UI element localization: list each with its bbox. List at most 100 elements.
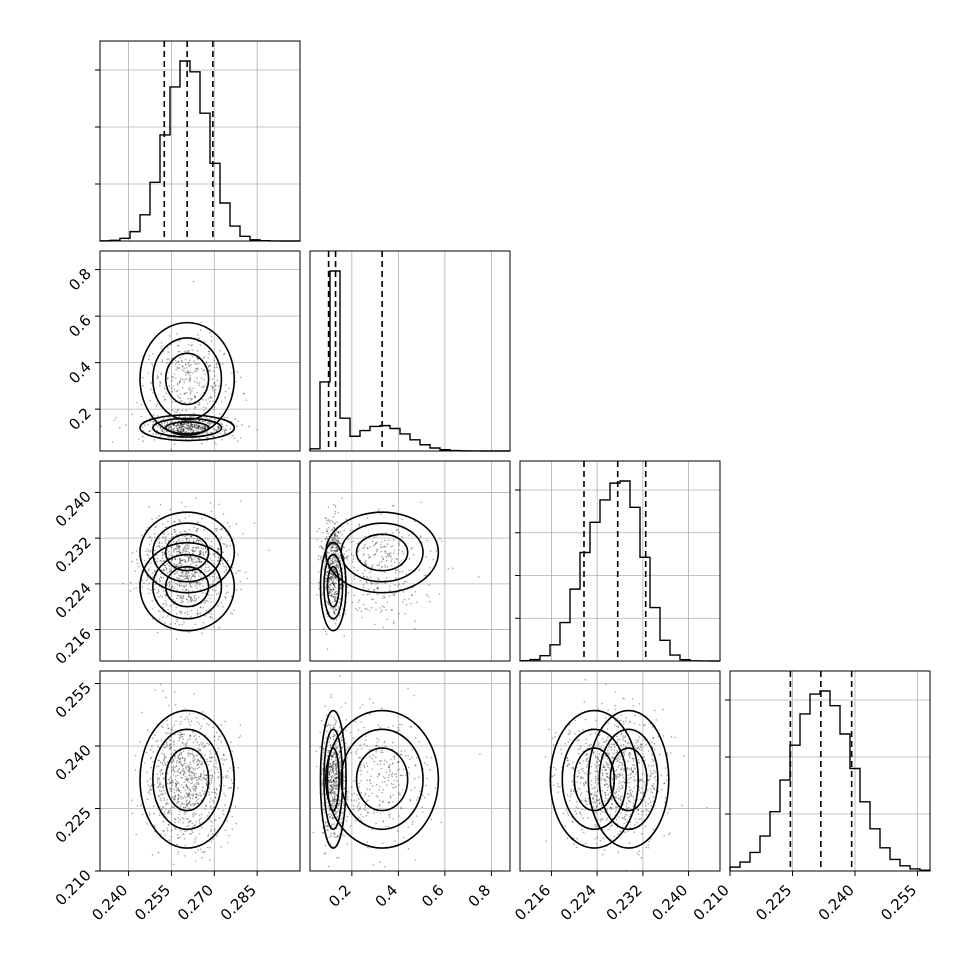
sample-point [440, 821, 443, 824]
sample-point [242, 533, 244, 535]
sample-point [157, 745, 159, 748]
sample-point [332, 581, 334, 583]
sample-point [207, 422, 210, 424]
sample-point [184, 422, 187, 425]
sample-point [173, 373, 176, 375]
sample-point [192, 540, 194, 543]
sample-point [198, 384, 200, 387]
sample-point [198, 401, 201, 404]
sample-point [195, 821, 198, 823]
sample-point [160, 769, 162, 771]
sample-point [184, 775, 187, 778]
sample-point [334, 533, 337, 535]
sample-point [200, 567, 203, 569]
sample-point [217, 426, 220, 428]
sample-point [392, 818, 395, 820]
sample-point [173, 749, 176, 752]
sample-point [203, 424, 206, 427]
sample-point [173, 423, 176, 426]
sample-point [174, 531, 177, 533]
sample-point [234, 805, 237, 808]
sample-point [170, 426, 172, 428]
sample-point [182, 425, 184, 427]
sample-point [181, 572, 184, 575]
sample-point [223, 353, 225, 356]
sample-point [179, 552, 181, 554]
sample-point [321, 593, 324, 596]
x-tick-label: 0.240 [88, 881, 131, 924]
sample-point [162, 557, 164, 559]
sample-point [200, 552, 202, 555]
sample-point [170, 779, 173, 782]
sample-point [158, 596, 160, 598]
sample-point [338, 834, 341, 836]
sample-point [194, 571, 197, 574]
sample-point [239, 569, 241, 572]
sample-point [156, 403, 159, 406]
sample-point [545, 840, 547, 842]
sample-point [404, 755, 407, 757]
sample-point [337, 753, 340, 756]
sample-point [149, 430, 152, 432]
sample-point [156, 779, 159, 782]
sample-point [392, 794, 395, 796]
sample-point [207, 594, 210, 596]
sample-point [162, 830, 165, 832]
sample-point [213, 406, 216, 409]
sample-point [162, 611, 165, 613]
sample-point [180, 430, 182, 432]
sample-point [343, 529, 346, 532]
sample-point [329, 770, 332, 772]
sample-point [174, 438, 177, 440]
sample-point [186, 577, 189, 580]
sample-point [166, 378, 168, 380]
sample-point [225, 568, 227, 570]
sample-point [176, 389, 179, 392]
sample-point [352, 737, 355, 739]
sample-point [181, 770, 183, 772]
sample-point [163, 810, 166, 813]
sample-point [189, 556, 192, 558]
sample-point [401, 535, 403, 538]
sample-point [185, 427, 187, 430]
sample-point [623, 815, 626, 818]
sample-point [203, 601, 205, 604]
sample-point [384, 539, 386, 542]
sample-point [190, 536, 193, 538]
sample-point [163, 564, 165, 567]
sample-point [235, 572, 238, 574]
sample-point [372, 754, 375, 756]
sample-point [614, 708, 617, 711]
sample-point [194, 550, 196, 553]
sample-point [188, 428, 190, 431]
sample-point [202, 553, 205, 556]
sample-point [192, 755, 195, 757]
sample-point [333, 583, 335, 586]
sample-point [239, 437, 242, 439]
sample-point [327, 813, 330, 816]
sample-point [147, 550, 150, 553]
contour [326, 565, 340, 608]
x-tick-label: 0.2 [325, 881, 355, 911]
sample-point [193, 405, 196, 408]
sample-point [176, 544, 178, 546]
sample-point [338, 573, 341, 575]
sample-point [334, 800, 336, 803]
sample-point [210, 777, 212, 780]
sample-point [194, 824, 196, 826]
sample-point [178, 350, 181, 353]
sample-point [186, 422, 189, 425]
sample-point [335, 582, 337, 585]
sample-point [186, 716, 188, 718]
sample-point [366, 547, 369, 550]
contour [340, 522, 424, 583]
sample-point [176, 597, 178, 599]
sample-point [173, 424, 175, 426]
sample-point [632, 704, 635, 707]
sample-point [196, 776, 198, 779]
sample-point [353, 578, 356, 580]
sample-point [334, 594, 336, 596]
sample-point [185, 374, 187, 376]
panel-frame [99, 250, 301, 452]
sample-point [140, 403, 143, 406]
